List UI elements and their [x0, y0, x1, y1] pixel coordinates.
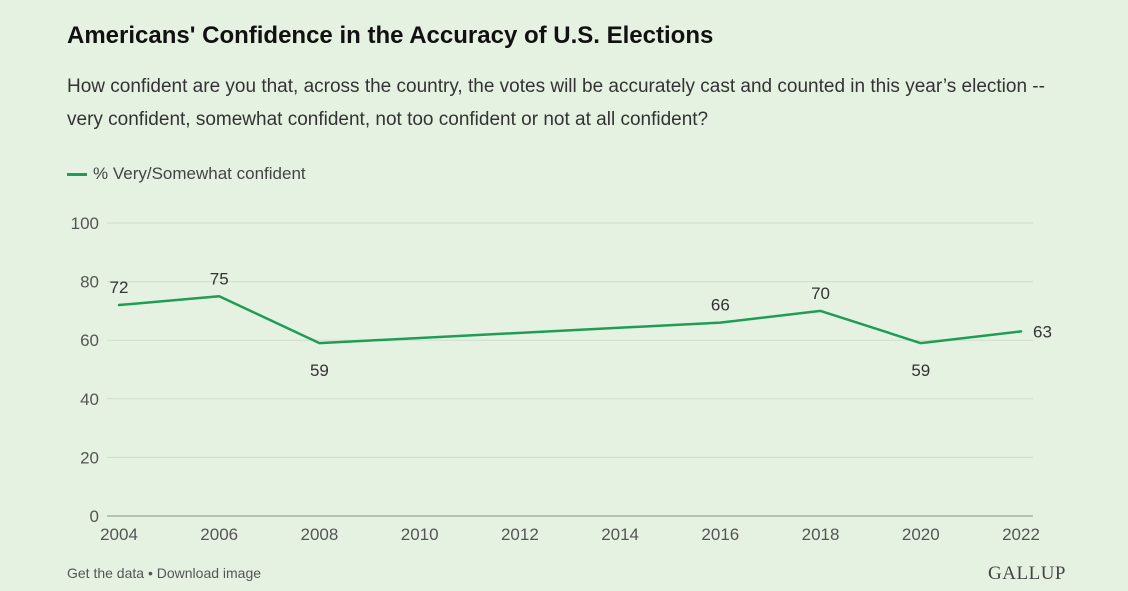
y-tick-label: 80: [80, 273, 99, 292]
x-tick-label: 2014: [601, 525, 639, 544]
data-label: 70: [811, 284, 830, 303]
chart-subtitle: How confident are you that, across the c…: [67, 76, 1045, 130]
data-label: 59: [911, 361, 930, 380]
legend: % Very/Somewhat confident: [67, 164, 306, 184]
footer-separator: •: [147, 565, 153, 581]
y-tick-label: 40: [80, 390, 99, 409]
x-tick-label: 2022: [1002, 525, 1040, 544]
x-tick-label: 2008: [301, 525, 339, 544]
y-tick-label: 0: [90, 507, 99, 526]
legend-swatch: [67, 172, 87, 176]
x-tick-label: 2010: [401, 525, 439, 544]
data-label: 63: [1033, 322, 1052, 341]
x-tick-label: 2020: [902, 525, 940, 544]
download-image-link[interactable]: Download image: [156, 565, 262, 581]
data-label: 72: [110, 278, 129, 297]
y-tick-label: 60: [80, 331, 99, 350]
footer-links: Get the data • Download image: [67, 565, 261, 581]
gallup-logo: GALLUP: [988, 563, 1066, 584]
y-tick-label: 20: [80, 448, 99, 467]
data-label: 59: [310, 361, 329, 380]
data-label: 66: [711, 296, 730, 315]
x-tick-label: 2016: [701, 525, 739, 544]
legend-label: % Very/Somewhat confident: [93, 164, 306, 183]
y-tick-label: 100: [71, 214, 99, 233]
x-tick-label: 2006: [200, 525, 238, 544]
get-data-link[interactable]: Get the data: [67, 565, 145, 581]
x-tick-label: 2004: [100, 525, 138, 544]
series-line: [117, 295, 1023, 345]
x-tick-label: 2012: [501, 525, 539, 544]
x-tick-label: 2018: [802, 525, 840, 544]
chart-title: Americans' Confidence in the Accuracy of…: [67, 22, 714, 49]
data-label: 75: [210, 269, 229, 288]
